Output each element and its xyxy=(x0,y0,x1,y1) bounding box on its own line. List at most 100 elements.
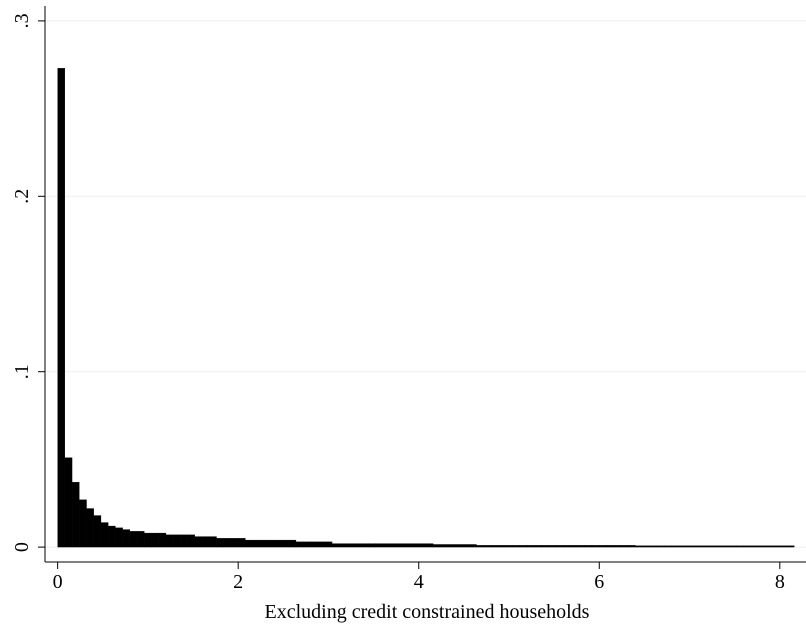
bar xyxy=(136,531,145,548)
bar xyxy=(555,545,564,548)
bar xyxy=(93,515,102,548)
bar xyxy=(266,539,275,548)
bar xyxy=(620,545,629,548)
bar xyxy=(505,545,513,548)
bar xyxy=(317,541,325,548)
bar xyxy=(245,539,253,548)
bar xyxy=(194,536,203,548)
bar xyxy=(721,545,730,548)
x-tick-label: 0 xyxy=(53,571,63,593)
bar xyxy=(230,538,239,548)
bar xyxy=(295,541,304,548)
bar xyxy=(664,545,672,548)
bar xyxy=(151,532,159,548)
bar xyxy=(404,543,412,548)
bar xyxy=(447,544,455,548)
bar xyxy=(303,541,311,548)
bar xyxy=(476,545,484,548)
bar xyxy=(79,499,87,548)
bar xyxy=(729,545,737,548)
bar xyxy=(425,543,434,548)
bar xyxy=(115,527,123,548)
bar xyxy=(187,534,196,548)
bar xyxy=(165,534,174,548)
x-tick-label: 2 xyxy=(233,571,243,593)
bar xyxy=(122,529,131,548)
bar xyxy=(649,545,658,548)
bar xyxy=(252,539,260,548)
bar xyxy=(396,543,405,548)
bar xyxy=(86,508,94,548)
bar xyxy=(129,531,138,548)
y-tick-label: .3 xyxy=(11,13,33,28)
bar xyxy=(750,545,759,548)
bar xyxy=(223,538,232,548)
bar xyxy=(173,534,181,548)
bar xyxy=(534,545,542,548)
bar xyxy=(209,536,217,548)
y-tick-label: .1 xyxy=(11,364,33,379)
y-tick-label: 0 xyxy=(11,542,33,552)
bar xyxy=(440,544,448,548)
bar xyxy=(548,545,557,548)
bar xyxy=(158,532,167,548)
bar xyxy=(628,545,636,548)
bar xyxy=(635,545,643,548)
bar xyxy=(418,543,427,548)
bar xyxy=(693,545,701,548)
bar xyxy=(519,545,528,548)
bar xyxy=(671,545,679,548)
bar xyxy=(454,544,463,548)
bar xyxy=(526,545,535,548)
x-tick-label: 4 xyxy=(414,571,424,593)
bar xyxy=(281,539,289,548)
bar xyxy=(433,544,441,548)
bar xyxy=(700,545,708,548)
bar xyxy=(144,532,152,548)
bar xyxy=(360,543,369,548)
bar xyxy=(570,545,578,548)
bar xyxy=(563,545,571,548)
bar xyxy=(108,525,116,548)
bar xyxy=(490,545,499,548)
bar xyxy=(57,68,66,548)
bar xyxy=(584,545,593,548)
bar xyxy=(685,545,694,548)
bar xyxy=(411,543,419,548)
bar xyxy=(368,543,376,548)
bar xyxy=(786,545,795,548)
bar xyxy=(736,545,744,548)
bar xyxy=(599,545,607,548)
bar xyxy=(310,541,318,548)
bar xyxy=(743,545,752,548)
y-tick-label: .2 xyxy=(11,189,33,204)
bar xyxy=(765,545,773,548)
bar xyxy=(71,482,80,548)
x-tick-label: 6 xyxy=(594,571,604,593)
bar xyxy=(389,543,398,548)
bar xyxy=(288,539,297,548)
bar xyxy=(707,545,715,548)
bar xyxy=(346,543,354,548)
bar xyxy=(613,545,622,548)
x-tick-label: 8 xyxy=(775,571,785,593)
bar xyxy=(238,538,246,548)
bar xyxy=(577,545,585,548)
bar xyxy=(201,536,210,548)
bar xyxy=(180,534,188,548)
bar xyxy=(382,543,390,548)
bar xyxy=(498,545,506,548)
bar xyxy=(642,545,650,548)
bar xyxy=(216,538,224,548)
x-axis-label: Excluding credit constrained households xyxy=(265,601,590,623)
bar xyxy=(483,545,492,548)
bar xyxy=(339,543,347,548)
bar xyxy=(375,543,383,548)
bar xyxy=(461,544,470,548)
bar xyxy=(331,543,340,548)
bar xyxy=(469,544,477,548)
bar xyxy=(64,457,73,548)
bar xyxy=(100,522,109,548)
